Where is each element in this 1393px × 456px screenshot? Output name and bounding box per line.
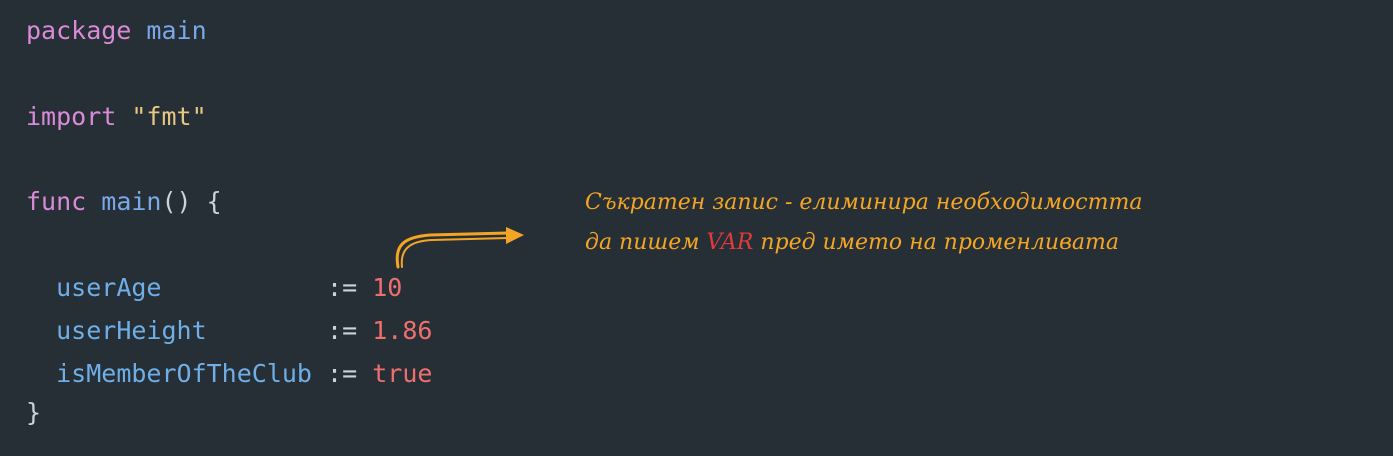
- alignment-padding: [161, 273, 327, 302]
- keyword-func: func: [26, 187, 87, 216]
- short-assign-operator: :=: [327, 273, 358, 302]
- annotation-arrow-icon: [395, 227, 524, 269]
- variable-name: isMemberOfTheClub: [56, 359, 312, 388]
- code-line-var-0: userAge := 10: [26, 273, 402, 303]
- annotation-text-post: пред името на променливата: [753, 230, 1119, 255]
- package-name: main: [146, 16, 207, 45]
- short-assign-operator: :=: [327, 359, 358, 388]
- alignment-padding: [207, 316, 327, 345]
- variable-name: userHeight: [56, 316, 207, 345]
- annotation-text-pre: да пишем: [585, 230, 707, 255]
- keyword-package: package: [26, 16, 132, 45]
- import-string: "fmt": [131, 102, 207, 131]
- annotation-line-2: да пишем VAR пред името на променливата: [585, 228, 1119, 258]
- keyword-import: import: [26, 102, 117, 131]
- annotation-var-keyword: VAR: [706, 230, 754, 255]
- short-assign-operator: :=: [327, 316, 358, 345]
- code-line-func: func main() {: [26, 187, 222, 217]
- function-name: main: [101, 187, 162, 216]
- annotation-line-1: Съкратен запис - елиминира необходимостт…: [585, 190, 1143, 215]
- code-line-package: package main: [26, 16, 207, 46]
- variable-name: userAge: [56, 273, 162, 302]
- closing-brace: }: [26, 398, 42, 427]
- code-line-var-1: userHeight := 1.86: [26, 316, 432, 346]
- variable-value: 1.86: [372, 316, 433, 345]
- variable-value: 10: [372, 273, 403, 302]
- function-signature-punc: () {: [161, 187, 222, 216]
- code-line-import: import "fmt": [26, 102, 207, 132]
- code-line-close-brace: }: [26, 398, 41, 428]
- code-line-var-2: isMemberOfTheClub := true: [26, 359, 432, 389]
- variable-value: true: [372, 359, 433, 388]
- alignment-padding: [312, 359, 327, 388]
